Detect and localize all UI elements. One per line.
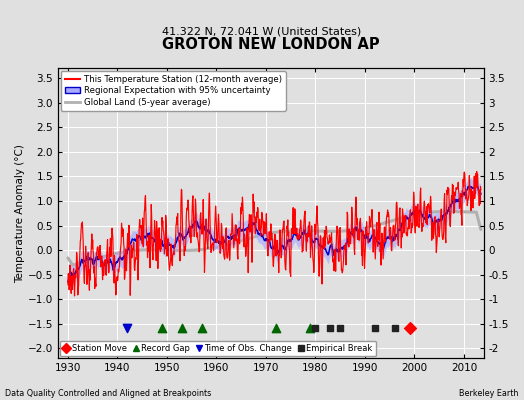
Y-axis label: Temperature Anomaly (°C): Temperature Anomaly (°C) <box>15 144 25 283</box>
Point <box>370 324 379 331</box>
Text: 41.322 N, 72.041 W (United States): 41.322 N, 72.041 W (United States) <box>162 26 362 36</box>
Point <box>311 324 320 331</box>
Point <box>271 324 280 331</box>
Point <box>178 324 186 331</box>
Point <box>405 324 413 331</box>
Point <box>123 324 132 331</box>
Title: GROTON NEW LONDON AP: GROTON NEW LONDON AP <box>162 37 380 52</box>
Text: Berkeley Earth: Berkeley Earth <box>460 389 519 398</box>
Point <box>307 324 315 331</box>
Point <box>336 324 344 331</box>
Point <box>326 324 334 331</box>
Point <box>390 324 399 331</box>
Point <box>198 324 206 331</box>
Text: Data Quality Controlled and Aligned at Breakpoints: Data Quality Controlled and Aligned at B… <box>5 389 212 398</box>
Point <box>158 324 166 331</box>
Legend: Station Move, Record Gap, Time of Obs. Change, Empirical Break: Station Move, Record Gap, Time of Obs. C… <box>60 341 376 356</box>
